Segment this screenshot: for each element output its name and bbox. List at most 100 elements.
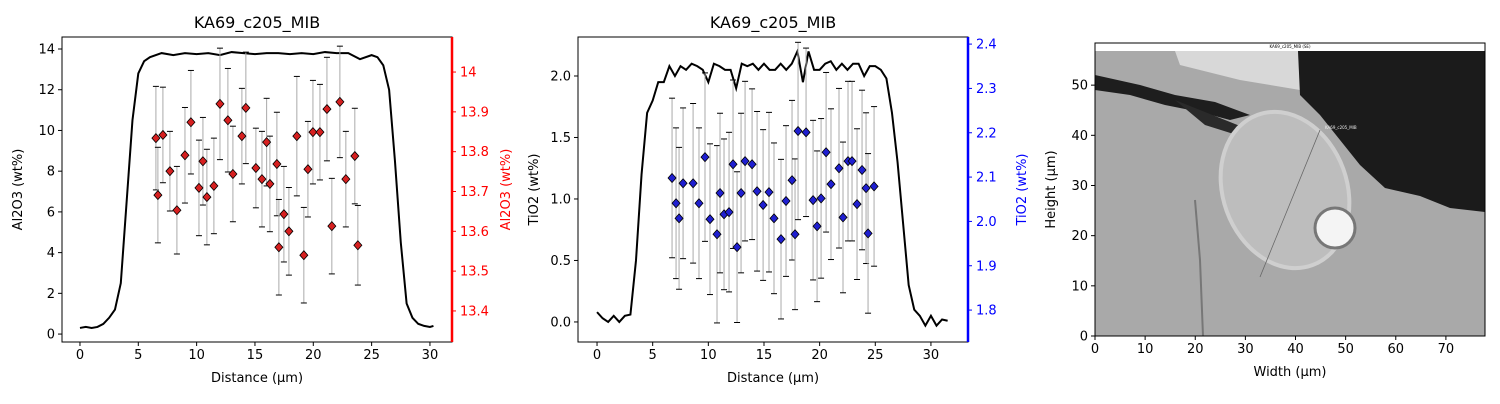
image-crack (1194, 199, 1204, 336)
data-point (736, 187, 746, 199)
y2-tick-label: 13.4 (460, 304, 489, 319)
data-point (299, 250, 309, 261)
x-axis-label: Distance (µm) (727, 371, 819, 386)
data-point (303, 164, 313, 175)
data-point (327, 221, 337, 232)
data-point (180, 150, 190, 161)
x-tick-label: 20 (305, 348, 322, 363)
x-tick-label: 50 (1337, 342, 1354, 357)
data-point (251, 162, 261, 174)
y2-axis-label: TiO2 (wt%) (1015, 153, 1030, 226)
data-point (223, 115, 233, 126)
x-axis-label: Distance (µm) (211, 371, 303, 386)
data-point (816, 193, 826, 204)
y-tick-label: 1.0 (550, 192, 571, 207)
data-point (812, 221, 822, 232)
data-point (700, 152, 710, 163)
data-point (847, 156, 857, 167)
y2-tick-label: 14 (460, 66, 477, 81)
data-point (790, 229, 800, 240)
data-point (821, 147, 831, 158)
data-point (857, 164, 867, 176)
x-tick-label: 70 (1438, 342, 1455, 357)
y-tick-label: 6 (47, 205, 55, 220)
data-point (172, 205, 182, 216)
data-point (776, 234, 786, 245)
data-point (265, 178, 275, 190)
data-point (165, 166, 175, 177)
data-point (787, 175, 797, 186)
data-point (209, 180, 219, 192)
x-tick-label: 0 (1091, 342, 1099, 357)
y-tick-label: 0.5 (550, 254, 571, 269)
y-tick-label: 30 (1071, 179, 1088, 194)
data-point (153, 189, 163, 201)
image-crack (1095, 75, 1250, 120)
data-point (834, 163, 844, 174)
data-point (257, 174, 267, 185)
y2-tick-label: 13.8 (460, 145, 489, 160)
data-point (793, 125, 803, 137)
x-tick-label: 10 (188, 348, 205, 363)
data-point (292, 131, 302, 142)
data-point (322, 103, 332, 115)
x-tick-label: 30 (923, 348, 940, 363)
image-title: KA69_c205_MIB (SE) (1269, 44, 1310, 49)
data-point (838, 212, 848, 223)
data-point (808, 195, 818, 206)
data-point (262, 137, 272, 148)
x-tick-label: 10 (700, 348, 717, 363)
data-point (237, 131, 247, 142)
y-tick-label: 8 (47, 165, 55, 180)
data-point (315, 127, 325, 138)
y2-tick-label: 2.2 (976, 126, 997, 141)
data-point (747, 159, 757, 170)
data-point (852, 199, 862, 210)
x-tick-label: 60 (1387, 342, 1404, 357)
x-tick-label: 30 (422, 348, 439, 363)
data-point (274, 242, 284, 253)
data-point (688, 178, 698, 189)
image-crack (1175, 100, 1250, 136)
data-point (151, 133, 161, 144)
data-point (724, 207, 734, 218)
y-tick-label: 40 (1071, 129, 1088, 144)
y-tick-label: 2 (47, 287, 55, 302)
x-tick-label: 20 (1187, 342, 1204, 357)
y2-tick-label: 2.4 (976, 38, 997, 53)
data-point (863, 228, 873, 239)
y-tick-label: 1.5 (550, 131, 571, 146)
data-point (715, 187, 725, 199)
y-tick-label: 12 (38, 83, 55, 98)
data-point (335, 96, 345, 108)
data-point (341, 174, 351, 185)
data-point (712, 229, 722, 240)
profile-line (596, 48, 948, 328)
data-point (861, 183, 871, 194)
data-point (769, 213, 779, 224)
x-tick-label: 5 (649, 348, 657, 363)
x-tick-label: 25 (363, 348, 380, 363)
data-point (694, 198, 704, 209)
y-tick-label: 0 (47, 328, 55, 343)
data-point (678, 178, 688, 189)
data-point (308, 127, 318, 138)
y-tick-label: 4 (47, 246, 55, 261)
x-tick-label: 10 (1137, 342, 1154, 357)
data-point (215, 98, 225, 109)
axes-frame (577, 36, 969, 343)
y-tick-label: 10 (1071, 279, 1088, 294)
data-point (674, 213, 684, 224)
y-tick-label: 2.0 (550, 69, 571, 84)
x-tick-label: 40 (1287, 342, 1304, 357)
y2-tick-label: 13.5 (460, 265, 489, 280)
y-axis-label: Height (µm) (1044, 150, 1059, 228)
data-point (350, 150, 360, 162)
image-bright-area (1175, 51, 1300, 90)
x-tick-label: 0 (76, 348, 84, 363)
chart-title: KA69_c205_MIB (194, 13, 320, 33)
data-point (667, 172, 677, 184)
data-point (241, 102, 251, 113)
data-point (752, 186, 762, 197)
